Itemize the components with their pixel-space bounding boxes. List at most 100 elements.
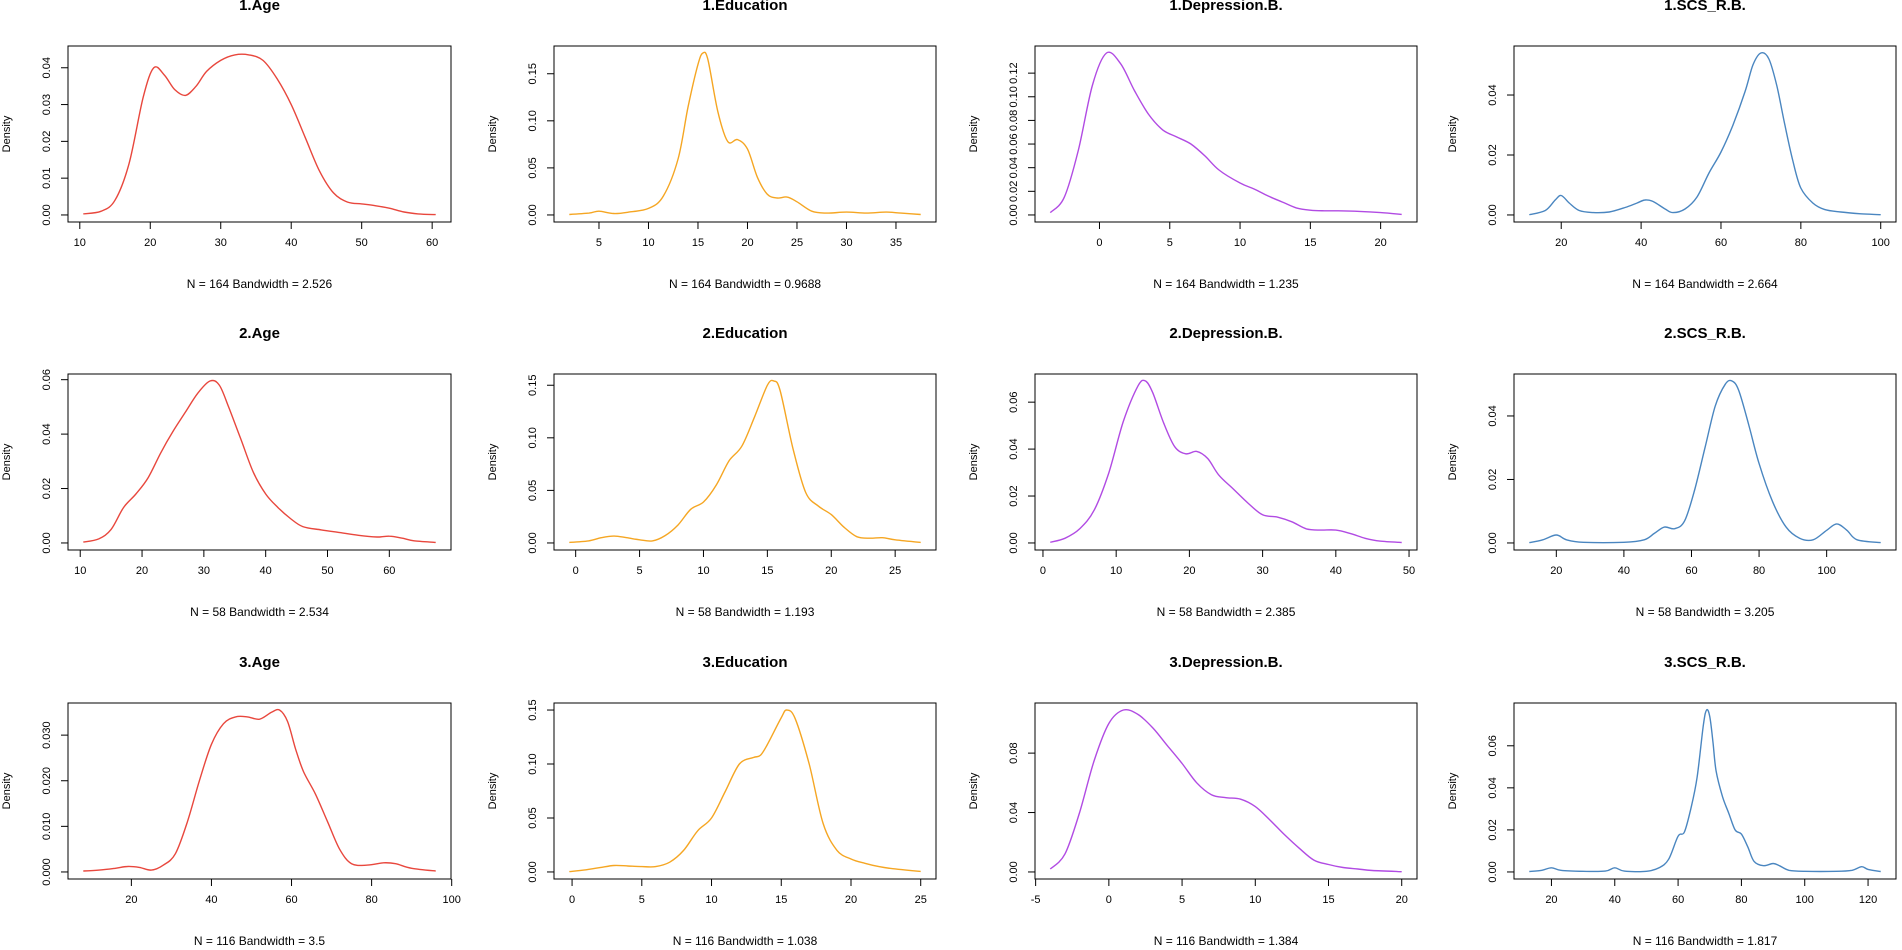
y-axis-label: Density bbox=[1, 772, 13, 809]
x-tick-label: 20 bbox=[125, 894, 137, 906]
panel-title: 3.Depression.B. bbox=[1169, 654, 1282, 671]
y-tick-label: 0.00 bbox=[41, 532, 53, 553]
y-tick-label: 0.10 bbox=[1008, 86, 1020, 107]
density-curve bbox=[1050, 379, 1402, 544]
y-tick-label: 0.01 bbox=[41, 167, 53, 188]
x-tick-label: 20 bbox=[1396, 894, 1408, 906]
x-tick-label: 5 bbox=[1167, 237, 1173, 249]
x-tick-label: 25 bbox=[915, 894, 927, 906]
y-tick-label: 0.02 bbox=[1008, 485, 1020, 506]
density-curve bbox=[83, 53, 436, 216]
x-tick-label: 20 bbox=[144, 237, 156, 249]
y-tick-label: 0.10 bbox=[527, 110, 539, 131]
density-curve bbox=[569, 379, 921, 544]
density-curve bbox=[1049, 51, 1402, 216]
y-axis-label: Density bbox=[487, 772, 499, 809]
y-tick-label: 0.02 bbox=[1487, 144, 1499, 165]
x-tick-label: 60 bbox=[1715, 237, 1727, 249]
x-tick-label: 40 bbox=[1609, 894, 1621, 906]
x-tick-label: 40 bbox=[285, 237, 297, 249]
x-tick-label: 80 bbox=[1795, 237, 1807, 249]
density-curve bbox=[1049, 708, 1402, 873]
x-tick-label: 50 bbox=[356, 237, 368, 249]
x-tick-label: 80 bbox=[1735, 894, 1747, 906]
x-tick-label: 50 bbox=[321, 565, 333, 577]
density-panel: 1.Depression.B. N = 164 Bandwidth = 1.235… bbox=[968, 0, 1418, 291]
panel-title: 3.Age bbox=[239, 654, 280, 671]
panel-subtitle: N = 58 Bandwidth = 1.193 bbox=[676, 605, 815, 619]
x-tick-label: 20 bbox=[1550, 565, 1562, 577]
x-tick-label: 80 bbox=[365, 894, 377, 906]
y-tick-label: 0.05 bbox=[527, 157, 539, 178]
x-tick-label: 100 bbox=[1817, 565, 1835, 577]
x-tick-label: 60 bbox=[383, 565, 395, 577]
y-tick-label: 0.04 bbox=[1487, 777, 1499, 798]
x-tick-label: 50 bbox=[1403, 565, 1415, 577]
panel-title: 3.Education bbox=[702, 654, 787, 671]
y-tick-label: 0.02 bbox=[41, 478, 53, 499]
y-tick-label: 0.00 bbox=[527, 861, 539, 882]
x-tick-label: 40 bbox=[1635, 237, 1647, 249]
plot-frame bbox=[553, 702, 937, 880]
y-tick-label: 0.010 bbox=[41, 813, 53, 841]
x-tick-label: 0 bbox=[569, 894, 575, 906]
y-tick-label: 0.10 bbox=[527, 427, 539, 448]
density-panel: 3.Age N = 116 Bandwidth = 3.5 Density 20 40 6… bbox=[1, 654, 461, 948]
x-tick-label: 0 bbox=[573, 565, 579, 577]
y-tick-label: 0.02 bbox=[1487, 469, 1499, 490]
density-panel: 3.Education N = 116 Bandwidth = 1.038 Dens… bbox=[487, 654, 937, 948]
x-tick-label: 10 bbox=[74, 237, 86, 249]
panel-subtitle: N = 58 Bandwidth = 2.534 bbox=[190, 605, 329, 619]
density-panel: 2.Depression.B. N = 58 Bandwidth = 2.385 D… bbox=[968, 325, 1418, 619]
x-tick-label: 60 bbox=[426, 237, 438, 249]
x-tick-label: 10 bbox=[1110, 565, 1122, 577]
plot-frame bbox=[1513, 702, 1897, 880]
plot-frame bbox=[67, 373, 452, 551]
panel-subtitle: N = 116 Bandwidth = 1.038 bbox=[673, 934, 818, 948]
panel-title: 1.Education bbox=[702, 0, 787, 14]
panel-title: 3.SCS_R.B. bbox=[1664, 654, 1746, 671]
y-tick-label: 0.00 bbox=[1008, 532, 1020, 553]
x-tick-label: 20 bbox=[136, 565, 148, 577]
panel-title: 1.Depression.B. bbox=[1169, 0, 1282, 14]
y-axis-label: Density bbox=[487, 443, 499, 480]
panel-title: 2.Depression.B. bbox=[1169, 325, 1282, 342]
x-tick-label: 10 bbox=[642, 237, 654, 249]
x-tick-label: 20 bbox=[1555, 237, 1567, 249]
y-tick-label: 0.06 bbox=[41, 369, 53, 390]
x-tick-label: 5 bbox=[596, 237, 602, 249]
x-tick-label: 10 bbox=[705, 894, 717, 906]
y-tick-label: 0.05 bbox=[527, 480, 539, 501]
panel-subtitle: N = 58 Bandwidth = 2.385 bbox=[1157, 605, 1296, 619]
x-tick-label: 15 bbox=[1304, 237, 1316, 249]
x-tick-label: 100 bbox=[1872, 237, 1890, 249]
y-axis-label: Density bbox=[1447, 443, 1459, 480]
density-panel: 2.SCS_R.B. N = 58 Bandwidth = 3.205 Densit… bbox=[1447, 325, 1897, 619]
y-tick-label: 0.04 bbox=[41, 57, 53, 78]
y-tick-label: 0.03 bbox=[41, 94, 53, 115]
x-tick-label: 60 bbox=[285, 894, 297, 906]
y-axis-label: Density bbox=[1, 443, 13, 480]
panel-subtitle: N = 58 Bandwidth = 3.205 bbox=[1636, 605, 1775, 619]
panel-subtitle: N = 164 Bandwidth = 0.9688 bbox=[669, 277, 821, 291]
x-tick-label: 35 bbox=[890, 237, 902, 249]
y-tick-label: 0.00 bbox=[1008, 204, 1020, 225]
y-tick-label: 0.000 bbox=[41, 858, 53, 886]
y-axis-label: Density bbox=[1447, 772, 1459, 809]
y-axis-label: Density bbox=[1447, 115, 1459, 152]
x-tick-label: 15 bbox=[761, 565, 773, 577]
density-curve bbox=[83, 379, 436, 544]
y-tick-label: 0.00 bbox=[527, 532, 539, 553]
plot-frame bbox=[553, 45, 937, 223]
y-tick-label: 0.00 bbox=[1487, 532, 1499, 553]
x-tick-label: 120 bbox=[1859, 894, 1877, 906]
y-tick-label: 0.04 bbox=[1008, 157, 1020, 178]
x-tick-label: 30 bbox=[198, 565, 210, 577]
y-axis-label: Density bbox=[968, 772, 980, 809]
y-tick-label: 0.05 bbox=[527, 807, 539, 828]
x-tick-label: 20 bbox=[741, 237, 753, 249]
x-tick-label: 60 bbox=[1685, 565, 1697, 577]
plot-frame bbox=[67, 45, 452, 223]
y-tick-label: 0.02 bbox=[1487, 819, 1499, 840]
y-tick-label: 0.08 bbox=[1008, 742, 1020, 763]
